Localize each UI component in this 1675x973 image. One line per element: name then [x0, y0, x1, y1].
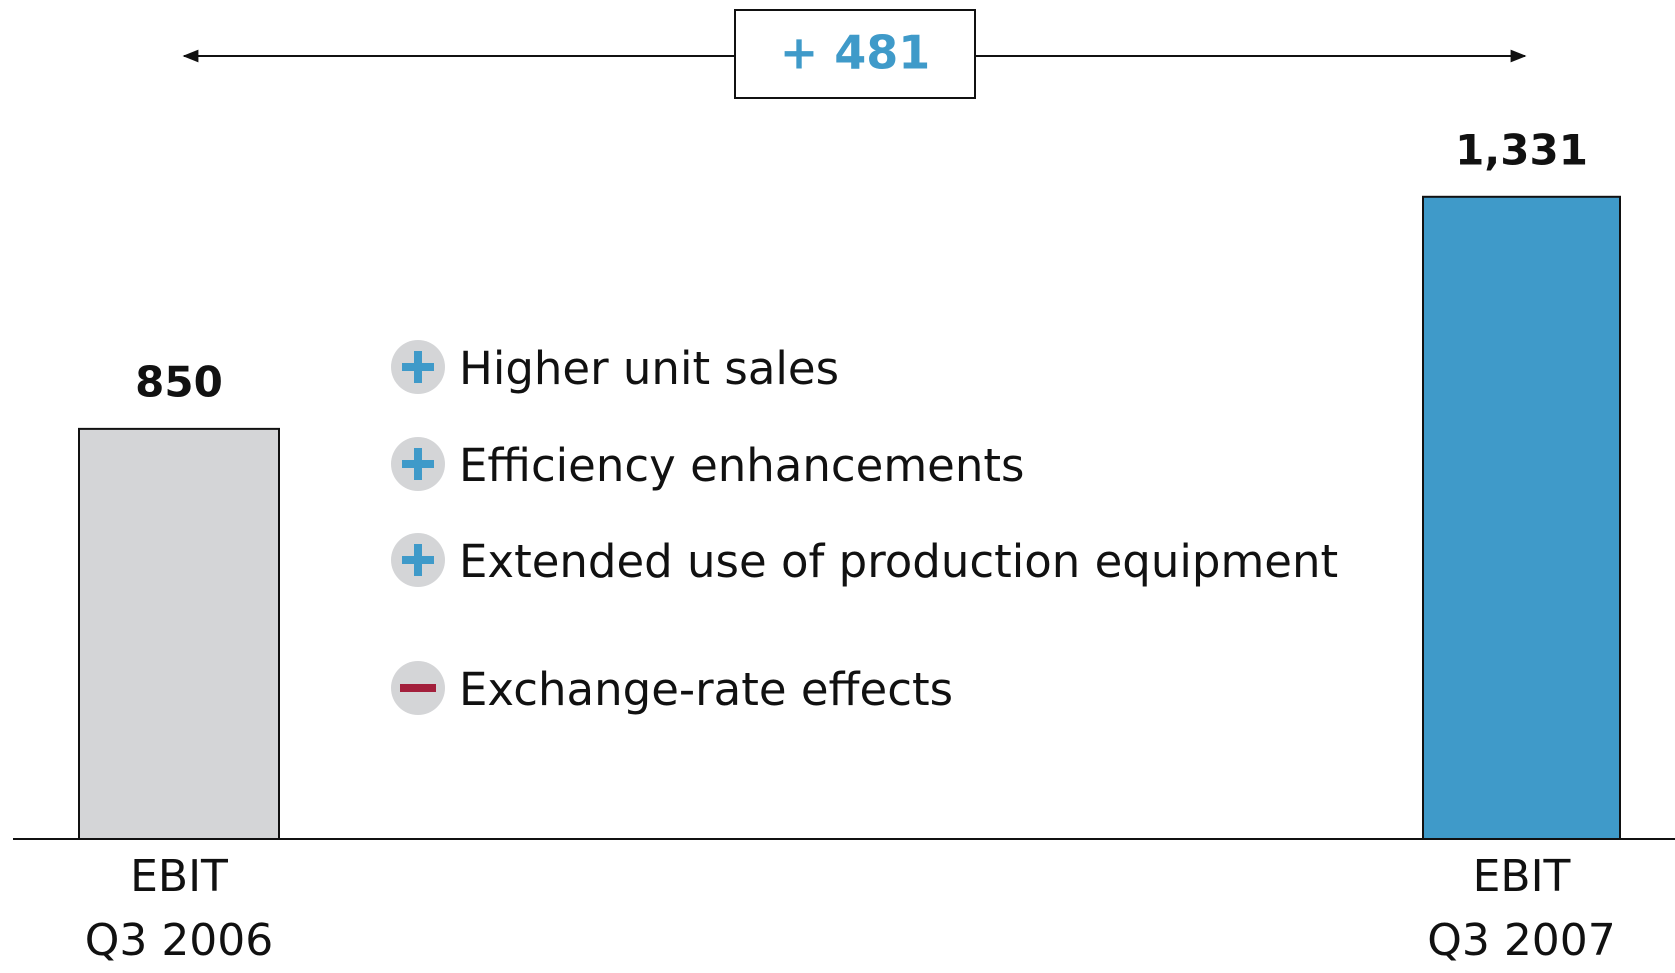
effect-label: Exchange-rate effects [459, 663, 953, 716]
bar [78, 427, 280, 840]
plus-icon [414, 351, 422, 383]
plus-icon [414, 544, 422, 576]
bar [1422, 195, 1621, 841]
effect-label: Higher unit sales [459, 342, 839, 395]
value-label: 850 [135, 357, 223, 406]
category-label: EBIT Q3 2006 [84, 851, 274, 966]
effect-label: Efficiency enhancements [459, 439, 1024, 492]
category-label: EBIT Q3 2007 [1427, 851, 1616, 966]
minus-icon [400, 684, 436, 692]
effect-label: Extended use of production equipment [459, 535, 1338, 588]
value-label: 1,331 [1455, 125, 1588, 174]
annotation: + 481 [780, 26, 931, 80]
annotation-box [734, 9, 976, 99]
plus-icon [414, 448, 422, 480]
